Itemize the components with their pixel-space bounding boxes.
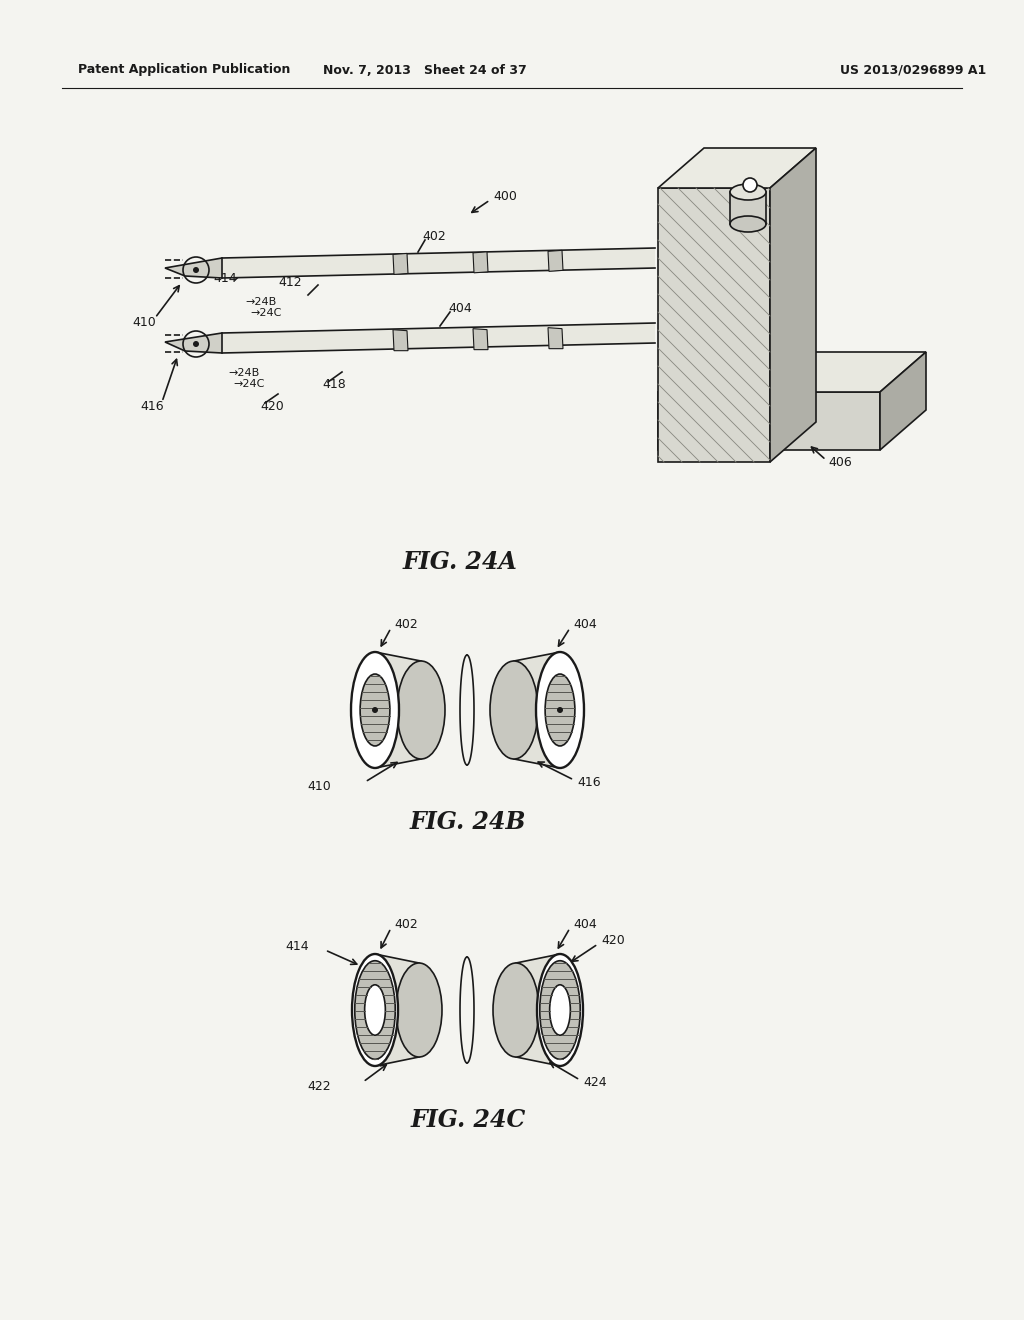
Text: 402: 402 [422,231,445,243]
Circle shape [193,267,199,273]
Text: →24C: →24C [233,379,264,389]
Circle shape [557,708,563,713]
Ellipse shape [550,985,570,1035]
Text: 414: 414 [213,272,237,285]
Ellipse shape [354,961,395,1059]
Ellipse shape [730,183,766,201]
Text: 422: 422 [307,1080,331,1093]
Text: 416: 416 [140,400,164,413]
Circle shape [193,341,199,347]
Polygon shape [375,954,419,1067]
Ellipse shape [545,675,574,746]
Polygon shape [514,652,560,768]
Ellipse shape [397,661,445,759]
Text: 412: 412 [278,276,302,289]
Ellipse shape [537,954,583,1067]
Circle shape [743,178,757,191]
Text: →24B: →24B [245,297,276,308]
Polygon shape [393,330,408,351]
Text: 408: 408 [750,176,774,189]
Text: 410: 410 [132,315,156,329]
Text: FIG. 24B: FIG. 24B [410,810,526,834]
Text: US 2013/0296899 A1: US 2013/0296899 A1 [840,63,986,77]
Polygon shape [658,187,770,462]
Text: 406: 406 [828,455,852,469]
Text: 424: 424 [583,1077,606,1089]
Polygon shape [473,329,488,350]
Polygon shape [393,253,408,275]
Ellipse shape [351,652,399,768]
Polygon shape [375,652,421,768]
Polygon shape [770,148,816,462]
Circle shape [372,708,378,713]
Polygon shape [548,251,563,272]
Text: 414: 414 [285,940,308,953]
Ellipse shape [536,652,584,768]
Polygon shape [165,257,222,279]
Polygon shape [473,252,488,273]
Text: 404: 404 [449,302,472,315]
Ellipse shape [396,964,442,1057]
Polygon shape [658,352,926,392]
Ellipse shape [360,675,390,746]
Polygon shape [658,392,880,450]
Text: 420: 420 [260,400,284,413]
Text: FIG. 24A: FIG. 24A [402,550,517,574]
Text: →24B: →24B [228,368,259,378]
Text: 402: 402 [394,919,418,932]
Text: 410: 410 [307,780,331,792]
Text: Nov. 7, 2013   Sheet 24 of 37: Nov. 7, 2013 Sheet 24 of 37 [324,63,527,77]
Text: 416: 416 [577,776,601,789]
Ellipse shape [352,954,398,1067]
Ellipse shape [490,661,538,759]
Polygon shape [165,333,222,352]
Text: Patent Application Publication: Patent Application Publication [78,63,291,77]
Polygon shape [516,954,560,1067]
Text: 418: 418 [322,379,346,392]
Ellipse shape [365,985,385,1035]
Text: FIG. 24C: FIG. 24C [411,1107,525,1133]
Ellipse shape [540,961,581,1059]
Ellipse shape [493,964,539,1057]
Polygon shape [222,248,655,279]
Text: →24C: →24C [250,308,282,318]
Polygon shape [658,148,816,187]
Polygon shape [222,323,655,352]
Text: 402: 402 [394,619,418,631]
Text: 404: 404 [573,919,597,932]
Ellipse shape [730,216,766,232]
Text: 420: 420 [601,935,625,948]
Polygon shape [880,352,926,450]
Text: 404: 404 [573,619,597,631]
Bar [730,191,766,224]
Polygon shape [548,327,563,348]
Text: 400: 400 [493,190,517,203]
